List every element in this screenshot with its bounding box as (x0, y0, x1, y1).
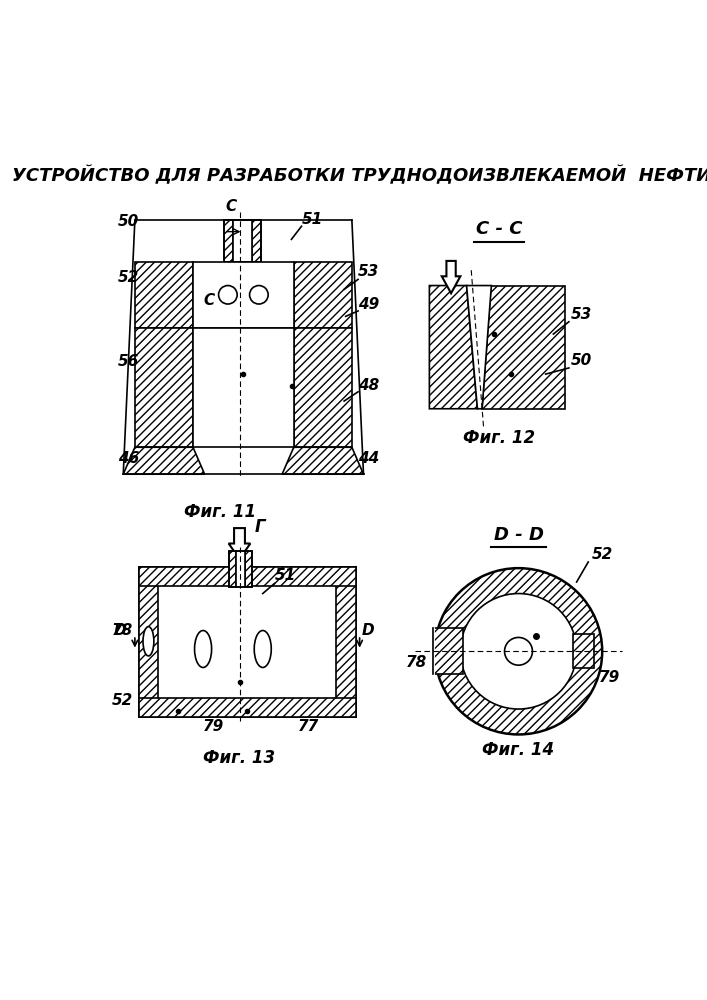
Bar (252, 220, 261, 262)
Text: 78: 78 (112, 623, 133, 638)
Bar (139, 698, 356, 717)
Text: 78: 78 (406, 655, 427, 670)
Polygon shape (282, 447, 363, 474)
Bar (139, 567, 356, 717)
Text: 46: 46 (118, 451, 139, 466)
Bar (233, 220, 252, 262)
Text: 52: 52 (592, 547, 614, 562)
Text: Фиг. 11: Фиг. 11 (184, 503, 256, 521)
Polygon shape (482, 286, 565, 409)
Text: 51: 51 (301, 212, 323, 227)
Bar (139, 567, 356, 586)
Text: 79: 79 (203, 719, 224, 734)
Bar (293, 262, 352, 328)
Text: D: D (114, 623, 127, 638)
Text: 50: 50 (571, 353, 592, 368)
Circle shape (218, 286, 237, 304)
Text: Фиг. 13: Фиг. 13 (204, 749, 276, 767)
Text: 77: 77 (298, 719, 319, 734)
Text: УСТРОЙСТВО ДЛЯ РАЗРАБОТКИ ТРУДНОДОИЗВЛЕКАЕМОЙ  НЕФТИ: УСТРОЙСТВО ДЛЯ РАЗРАБОТКИ ТРУДНОДОИЗВЛЕК… (12, 166, 707, 185)
Bar (573, 634, 595, 668)
Text: 49: 49 (358, 297, 380, 312)
Bar (193, 262, 293, 328)
Text: Фиг. 14: Фиг. 14 (482, 741, 554, 759)
Circle shape (505, 637, 532, 665)
Bar (337, 567, 356, 717)
Ellipse shape (143, 627, 154, 656)
Polygon shape (429, 286, 477, 409)
Text: 50: 50 (118, 214, 139, 229)
Text: 53: 53 (358, 264, 380, 279)
Text: D: D (362, 623, 375, 638)
Circle shape (460, 594, 577, 709)
Ellipse shape (255, 631, 271, 667)
Bar (293, 328, 352, 447)
Text: C - C: C - C (476, 220, 522, 238)
Bar (228, 551, 252, 587)
Text: 52: 52 (118, 270, 139, 285)
Text: Фиг. 12: Фиг. 12 (463, 429, 535, 447)
Text: 48: 48 (358, 377, 380, 392)
Bar (235, 551, 245, 587)
Bar (224, 220, 233, 262)
Polygon shape (123, 447, 204, 474)
Text: 53: 53 (571, 307, 592, 322)
Polygon shape (228, 528, 250, 559)
Text: C: C (226, 199, 237, 214)
Bar (193, 328, 293, 447)
Bar (228, 551, 235, 587)
Bar (224, 220, 261, 262)
Bar (245, 551, 252, 587)
Text: 56: 56 (118, 354, 139, 369)
Text: D - D: D - D (493, 526, 544, 544)
Bar (433, 628, 462, 674)
Bar (135, 328, 193, 447)
Bar (135, 262, 193, 328)
Text: 44: 44 (358, 451, 380, 466)
Circle shape (435, 568, 602, 734)
Text: 79: 79 (598, 670, 619, 685)
Polygon shape (467, 286, 491, 409)
Text: C: C (203, 293, 214, 308)
Text: Г: Г (255, 518, 266, 536)
Text: 52: 52 (112, 693, 133, 708)
Polygon shape (442, 261, 460, 293)
Circle shape (250, 286, 268, 304)
Ellipse shape (194, 631, 211, 667)
Bar (139, 567, 158, 717)
Text: 51: 51 (274, 568, 296, 583)
